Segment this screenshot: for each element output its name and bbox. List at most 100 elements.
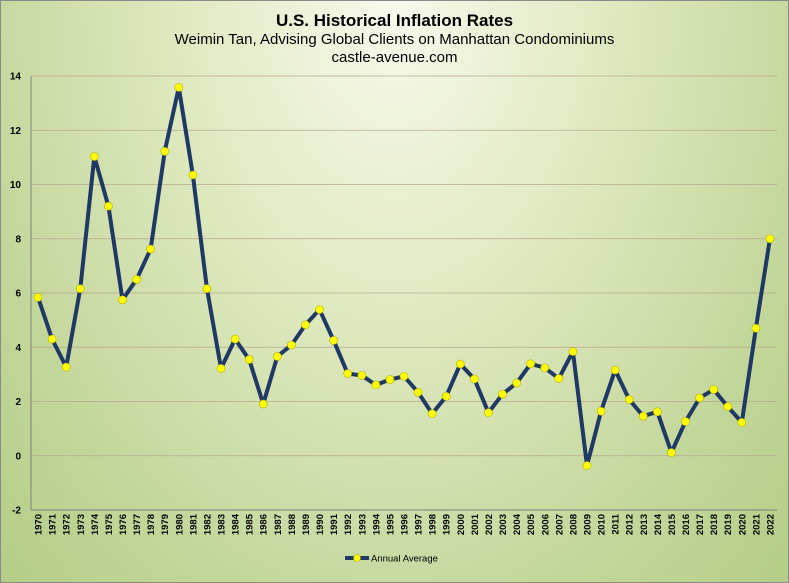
x-tick-label: 1981 bbox=[188, 513, 199, 535]
y-tick-label: 8 bbox=[15, 234, 21, 245]
data-point bbox=[343, 369, 352, 378]
x-tick-label: 1970 bbox=[34, 514, 45, 535]
y-tick-label: 12 bbox=[10, 126, 22, 137]
chart-titles: U.S. Historical Inflation Rates Weimin T… bbox=[1, 11, 788, 67]
x-tick-label: 1984 bbox=[231, 513, 242, 535]
x-tick-label: 2019 bbox=[723, 514, 734, 535]
y-tick-label: 0 bbox=[15, 451, 21, 462]
data-point bbox=[667, 448, 676, 457]
data-point bbox=[399, 371, 409, 381]
data-point bbox=[456, 359, 465, 369]
x-tick-label: 1998 bbox=[428, 514, 439, 535]
data-point bbox=[244, 355, 254, 364]
y-tick-label: 2 bbox=[15, 397, 21, 408]
data-point bbox=[470, 374, 479, 384]
data-point bbox=[596, 406, 606, 416]
y-tick-labels: -2 0 2 4 6 8 10 12 14 bbox=[10, 72, 22, 517]
data-point bbox=[512, 378, 521, 388]
x-tick-label: 2005 bbox=[526, 513, 537, 535]
data-point bbox=[132, 275, 141, 284]
y-tick-label: 6 bbox=[15, 289, 21, 300]
x-tick-label: 1979 bbox=[160, 514, 171, 535]
data-point bbox=[188, 170, 198, 180]
x-tick-label: 2001 bbox=[470, 513, 481, 535]
x-tick-label: 2014 bbox=[653, 513, 664, 535]
series-annual-average bbox=[33, 83, 775, 470]
x-tick-label: 1975 bbox=[104, 513, 115, 535]
data-point bbox=[540, 363, 550, 373]
data-point bbox=[610, 365, 620, 375]
data-point bbox=[427, 409, 437, 419]
data-point bbox=[624, 395, 634, 404]
x-tick-label: 1982 bbox=[202, 514, 213, 535]
data-point bbox=[258, 399, 268, 409]
legend-marker-swatch bbox=[353, 554, 361, 562]
chart-subtitle: Weimin Tan, Advising Global Clients on M… bbox=[174, 31, 615, 48]
x-tick-label: 1991 bbox=[329, 513, 340, 535]
data-point bbox=[61, 362, 71, 372]
data-point bbox=[329, 336, 338, 345]
x-tick-label: 1994 bbox=[371, 513, 382, 535]
data-point bbox=[202, 284, 212, 293]
data-point bbox=[681, 417, 690, 426]
y-tick-label: 14 bbox=[10, 72, 22, 83]
data-point bbox=[737, 418, 747, 427]
x-tick-label: 1977 bbox=[132, 514, 143, 535]
x-tick-label: 1980 bbox=[174, 514, 185, 535]
data-point bbox=[751, 323, 761, 333]
x-tick-label: 1996 bbox=[400, 514, 411, 535]
data-point bbox=[104, 201, 113, 211]
x-tick-label: 1976 bbox=[118, 514, 129, 535]
x-tick-label: 1971 bbox=[48, 513, 59, 535]
x-tick-labels: 1970 1971 1972 1973 1974 1975 1976 1977 1978 1979… bbox=[34, 513, 777, 535]
data-point bbox=[709, 385, 718, 394]
x-tick-label: 1995 bbox=[385, 513, 396, 535]
x-tick-label: 1999 bbox=[442, 514, 453, 535]
y-tick-label: 4 bbox=[15, 343, 21, 354]
x-tick-label: 1997 bbox=[414, 514, 425, 535]
data-point bbox=[441, 392, 451, 401]
x-tick-label: 2011 bbox=[611, 513, 622, 534]
data-point bbox=[75, 284, 85, 293]
y-tick-label: 10 bbox=[10, 180, 22, 191]
data-point bbox=[146, 244, 155, 254]
x-tick-label: 2006 bbox=[540, 514, 551, 535]
data-point bbox=[33, 293, 43, 302]
x-tick-label: 2016 bbox=[681, 514, 692, 535]
data-point bbox=[371, 380, 381, 390]
data-point bbox=[765, 234, 775, 244]
gridlines bbox=[31, 75, 777, 511]
x-tick-label: 1974 bbox=[90, 513, 101, 535]
x-tick-label: 1989 bbox=[301, 514, 312, 535]
data-point bbox=[357, 371, 367, 380]
x-tick-label: 1987 bbox=[273, 514, 284, 535]
x-tick-label: 2008 bbox=[568, 514, 579, 535]
x-tick-label: 1978 bbox=[146, 514, 157, 535]
data-point bbox=[315, 305, 324, 314]
data-point bbox=[230, 334, 240, 344]
data-point bbox=[216, 364, 226, 373]
x-tick-label: 2015 bbox=[667, 513, 678, 535]
data-point bbox=[498, 389, 507, 399]
data-point bbox=[695, 393, 704, 403]
x-tick-label: 2010 bbox=[597, 514, 608, 535]
y-tick-label: -2 bbox=[12, 506, 21, 517]
x-tick-label: 2002 bbox=[484, 514, 495, 535]
chart-source: castle-avenue.com bbox=[331, 49, 458, 66]
data-point bbox=[118, 295, 127, 305]
data-point bbox=[273, 352, 282, 361]
x-tick-label: 2012 bbox=[625, 514, 636, 535]
x-tick-label: 2018 bbox=[709, 514, 720, 535]
x-tick-label: 2004 bbox=[512, 513, 523, 535]
axes bbox=[30, 76, 777, 511]
x-tick-label: 2003 bbox=[498, 514, 509, 535]
x-tick-label: 2009 bbox=[582, 514, 593, 535]
data-point bbox=[638, 411, 648, 421]
data-point bbox=[554, 374, 564, 383]
x-tick-label: 2000 bbox=[456, 514, 467, 535]
x-tick-label: 1973 bbox=[76, 514, 87, 535]
x-tick-label: 1992 bbox=[343, 514, 354, 535]
data-point bbox=[723, 402, 733, 411]
data-point bbox=[47, 334, 57, 344]
